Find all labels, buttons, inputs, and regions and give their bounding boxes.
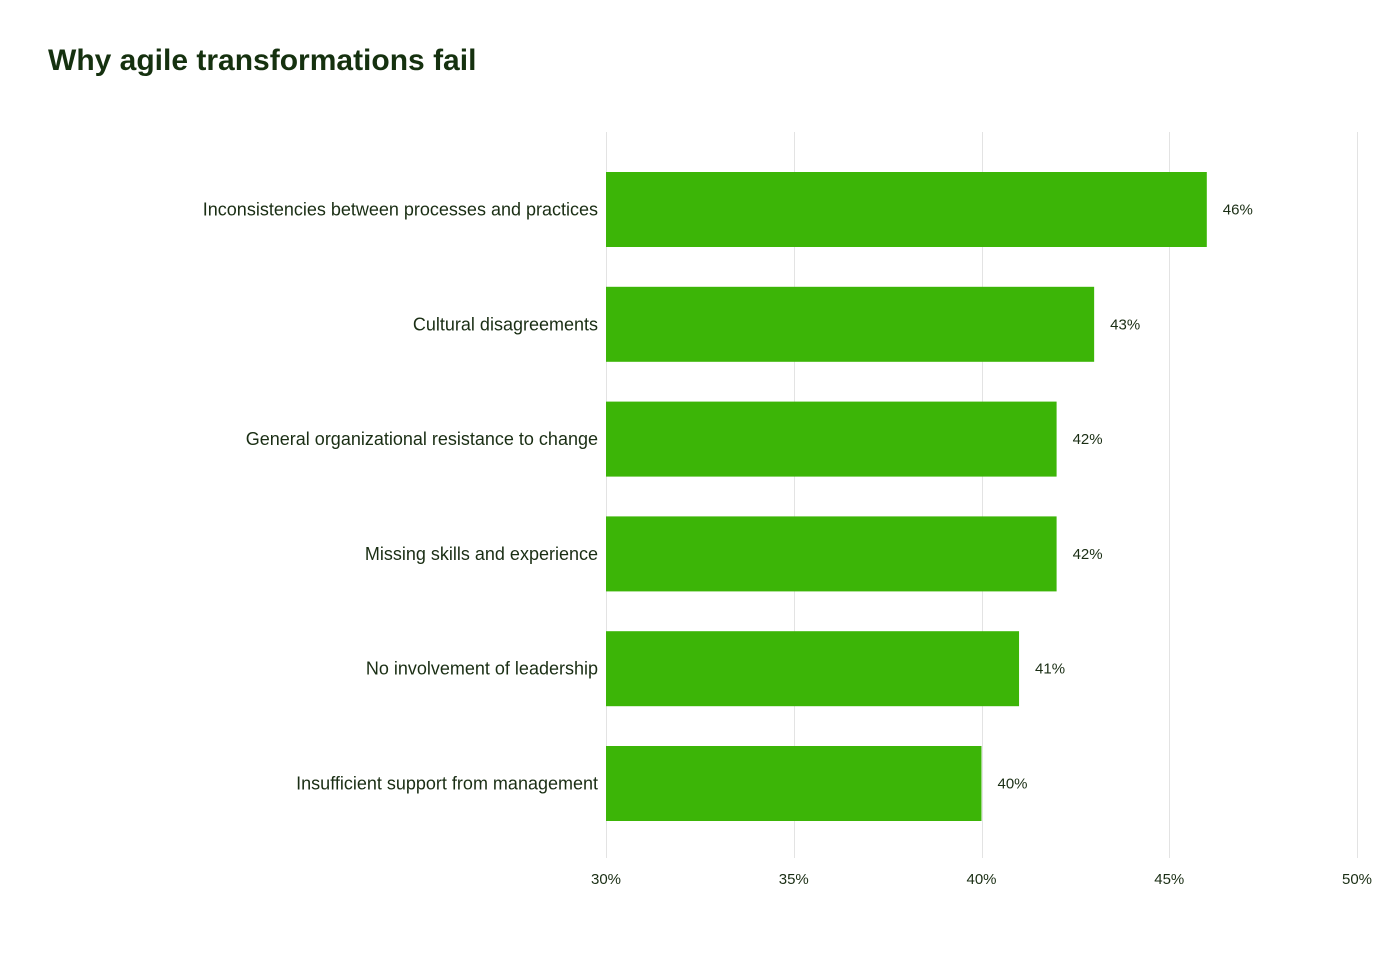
chart-title: Why agile transformations fail — [48, 44, 477, 77]
category-label: Inconsistencies between processes and pr… — [203, 200, 598, 220]
data-label: 46% — [1223, 202, 1253, 219]
x-axis-ticks: 30% 35% 40% 45% 50% — [591, 871, 1372, 888]
bar — [606, 172, 1207, 247]
data-label: 40% — [998, 776, 1028, 793]
x-tick-label: 50% — [1342, 871, 1372, 888]
data-label: 43% — [1110, 316, 1140, 333]
category-label: Insufficient support from management — [296, 774, 598, 794]
bar — [606, 516, 1057, 592]
category-label: General organizational resistance to cha… — [246, 429, 598, 449]
bar — [606, 286, 1095, 362]
category-labels: Inconsistencies between processes and pr… — [203, 200, 598, 794]
data-label: 42% — [1073, 546, 1103, 563]
category-label: No involvement of leadership — [366, 659, 598, 679]
value-labels: 46% 43% 42% 42% 41% 40% — [998, 202, 1253, 793]
bar — [606, 746, 982, 821]
x-tick-label: 45% — [1154, 871, 1184, 888]
bars — [606, 172, 1207, 821]
data-label: 42% — [1073, 431, 1103, 448]
bar — [606, 401, 1057, 477]
bar — [606, 631, 1020, 707]
x-tick-label: 40% — [966, 871, 996, 888]
data-label: 41% — [1035, 661, 1065, 678]
category-label: Cultural disagreements — [413, 314, 598, 334]
x-tick-label: 35% — [779, 871, 809, 888]
gridlines — [606, 132, 1358, 858]
category-label: Missing skills and experience — [365, 544, 598, 564]
x-tick-label: 30% — [591, 871, 621, 888]
